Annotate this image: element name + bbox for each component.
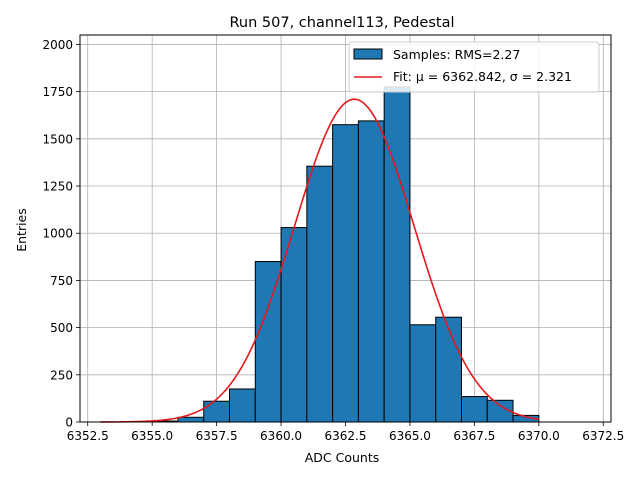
y-axis-ticks: 0 250 500 750 1000 1250 1500 1750 2000: [42, 38, 80, 430]
histogram-bar: [280, 227, 308, 423]
x-tick-label: 6362.5: [325, 429, 367, 443]
histogram-bar: [409, 324, 437, 423]
y-tick-label: 0: [65, 416, 73, 430]
histogram-bar: [203, 400, 231, 423]
legend-histogram-swatch: [353, 48, 383, 60]
histogram-bar: [332, 124, 359, 423]
fit-curve: [100, 98, 539, 423]
x-tick-label: 6355.0: [131, 429, 173, 443]
legend: Samples: RMS=2.27 Fit: μ = 6362.842, σ =…: [348, 41, 600, 93]
x-tick-label: 6372.5: [582, 429, 624, 443]
fit-curve-layer: [100, 98, 539, 423]
y-tick-label: 1750: [42, 85, 73, 99]
histogram-bar: [383, 86, 411, 423]
x-tick-label: 6360.0: [260, 429, 302, 443]
x-tick-label: 6352.5: [67, 429, 109, 443]
y-tick-label: 500: [50, 321, 73, 335]
y-tick-label: 2000: [42, 38, 73, 52]
x-tick-label: 6365.0: [389, 429, 431, 443]
x-axis-ticks: 6352.5 6355.0 6357.5 6360.0 6362.5 6365.0 6367…: [67, 422, 624, 443]
legend-histogram-label: Samples: RMS=2.27: [393, 47, 520, 62]
histogram-bar: [306, 165, 334, 423]
y-tick-label: 750: [50, 274, 73, 288]
y-axis-label: Entries: [14, 208, 29, 252]
y-tick-label: 1000: [42, 227, 73, 241]
histogram-bar: [460, 396, 488, 423]
x-tick-label: 6357.5: [196, 429, 238, 443]
histogram-bars: [151, 86, 540, 423]
histogram-bar: [357, 120, 385, 423]
y-tick-label: 1500: [42, 132, 73, 146]
histogram-bar: [254, 261, 282, 423]
y-tick-label: 1250: [42, 180, 73, 194]
chart-title: Run 507, channel113, Pedestal: [229, 15, 454, 31]
histogram-bar: [177, 416, 205, 423]
x-axis-label: ADC Counts: [305, 450, 380, 465]
legend-fit-label: Fit: μ = 6362.842, σ = 2.321: [393, 69, 572, 84]
legend-box: [348, 41, 600, 93]
x-tick-label: 6370.0: [518, 429, 560, 443]
x-tick-label: 6367.5: [453, 429, 495, 443]
histogram-bar: [435, 316, 462, 423]
histogram-bar: [229, 388, 256, 423]
y-tick-label: 250: [50, 368, 73, 382]
